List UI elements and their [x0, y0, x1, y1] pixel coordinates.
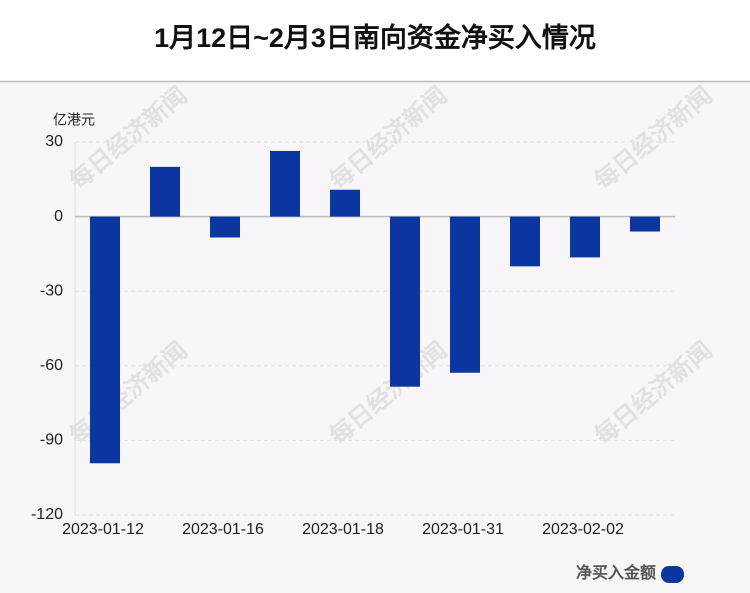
title-band — [0, 0, 750, 81]
y-tick-label: 30 — [45, 133, 63, 150]
bar — [390, 216, 420, 387]
y-axis-unit: 亿港元 — [53, 112, 95, 128]
bar — [510, 216, 540, 267]
watermark: 每日经济新闻 — [589, 336, 717, 450]
y-tick-label: -90 — [40, 432, 63, 449]
legend-label: 净买入金额 — [576, 563, 656, 582]
x-tick-label: 2023-01-18 — [302, 521, 384, 538]
bar — [270, 150, 300, 217]
legend-swatch — [661, 566, 684, 583]
bar — [210, 216, 240, 238]
bar — [570, 216, 600, 258]
bar — [630, 216, 660, 232]
bar — [150, 166, 180, 217]
bar — [450, 216, 480, 373]
y-tick-label: 0 — [54, 208, 63, 225]
y-tick-label: -30 — [40, 282, 63, 299]
bar — [90, 216, 120, 464]
x-tick-label: 2023-01-12 — [62, 521, 144, 538]
y-tick-label: -120 — [31, 506, 63, 523]
bar — [330, 189, 360, 217]
x-tick-label: 2023-01-31 — [422, 521, 504, 538]
x-tick-label: 2023-01-16 — [182, 521, 264, 538]
watermark: 每日经济新闻 — [324, 81, 452, 195]
y-tick-label: -60 — [40, 357, 63, 374]
chart-title: 1月12日~2月3日南向资金净买入情况 — [154, 22, 596, 53]
x-tick-label: 2023-02-02 — [542, 521, 624, 538]
watermark: 每日经济新闻 — [589, 81, 717, 195]
watermark: 每日经济新闻 — [64, 336, 192, 450]
watermark: 每日经济新闻 — [324, 336, 452, 450]
